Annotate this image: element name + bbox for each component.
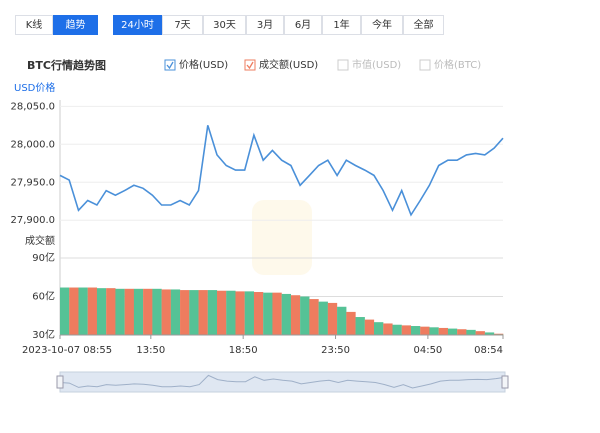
volume-bar [281, 293, 291, 335]
y-tick-label: 27,950.0 [10, 177, 55, 188]
x-tick-label: 18:50 [229, 345, 258, 356]
volume-bar [244, 291, 255, 335]
legend-label: 市值(USD) [352, 58, 401, 71]
volume-bar [401, 325, 412, 335]
legend-check [246, 61, 254, 70]
legend-check [166, 61, 174, 70]
tab-button[interactable]: 24小时 [113, 15, 162, 35]
y-tick-label: 27,900.0 [10, 215, 55, 226]
volume-bar [189, 290, 199, 335]
legend-checkbox [244, 59, 256, 71]
tab-button[interactable]: 3月 [246, 15, 284, 35]
tab-button[interactable]: 6月 [284, 15, 322, 35]
tab-button[interactable]: 全部 [403, 15, 444, 35]
y-tick-label: 60亿 [32, 290, 55, 303]
x-tick-label: 13:50 [136, 345, 165, 356]
volume-bar [420, 326, 430, 335]
volume-bar [447, 328, 458, 335]
volume-bar [217, 290, 227, 335]
volume-bar [235, 291, 245, 335]
volume-bar [226, 290, 236, 335]
volume-bar [309, 299, 319, 335]
volume-bar [337, 306, 347, 335]
volume-bar [69, 287, 79, 335]
navigator-handle[interactable] [501, 375, 509, 389]
y-tick-label: 30亿 [32, 328, 55, 341]
volume-bar [207, 290, 218, 335]
y-axis-title: USD价格 [14, 81, 55, 94]
legend-checkbox [419, 59, 431, 71]
legend-item[interactable]: 价格(BTC) [419, 58, 481, 71]
volume-bar [318, 301, 328, 335]
volume-bar [78, 287, 88, 335]
volume-bar [253, 292, 264, 335]
volume-bar [383, 323, 393, 335]
volume-bar [60, 287, 70, 335]
tab-button[interactable]: 今年 [361, 15, 403, 35]
volume-bar [457, 329, 467, 335]
navigator-line [59, 374, 506, 389]
volume-bar [124, 288, 134, 335]
x-tick-label: 04:50 [413, 345, 442, 356]
volume-bar [346, 311, 356, 335]
legend-item[interactable]: 价格(USD) [164, 58, 228, 71]
navigator-handle[interactable] [56, 375, 64, 389]
tab-button[interactable]: 趋势 [53, 15, 98, 35]
volume-bar [272, 292, 282, 335]
volume-bar [161, 289, 171, 335]
tab-button[interactable]: K线 [15, 15, 53, 35]
x-tick-label: 2023-10-07 08:55 [22, 345, 112, 356]
volume-bar [364, 319, 375, 335]
volume-bar [87, 287, 98, 335]
volume-bar [143, 288, 153, 335]
legend-item[interactable]: 成交额(USD) [244, 58, 318, 71]
volume-bar [263, 292, 273, 335]
volume-bar [475, 331, 485, 335]
volume-bar [484, 332, 495, 335]
y-tick-label: 28,050.0 [10, 101, 55, 112]
x-tick-label: 08:54 [474, 345, 503, 356]
legend-label: 价格(USD) [179, 58, 228, 71]
y-tick-label: 90亿 [32, 251, 55, 264]
volume-bar [374, 322, 384, 335]
chart-title: BTC行情趋势图 [27, 58, 106, 72]
price-line [59, 125, 504, 217]
y-tick-label: 28,000.0 [10, 139, 55, 150]
volume-bar [466, 329, 476, 335]
x-tick-label: 23:50 [321, 345, 350, 356]
legend-checkbox [337, 59, 349, 71]
volume-bar [198, 290, 208, 335]
volume-bar [170, 289, 181, 335]
legend-item[interactable]: 市值(USD) [337, 58, 401, 71]
volume-bar [327, 302, 338, 335]
volume-bar [106, 288, 116, 335]
watermark [252, 200, 312, 275]
legend-label: 价格(BTC) [434, 58, 481, 71]
volume-bar [300, 296, 310, 335]
volume-bar [115, 288, 125, 335]
volume-bar [355, 317, 365, 335]
tab-button[interactable]: 1年 [322, 15, 361, 35]
y-axis-title: 成交额 [25, 234, 55, 247]
tab-button[interactable]: 7天 [162, 15, 203, 35]
volume-bar [96, 288, 107, 335]
tab-button[interactable]: 30天 [203, 15, 246, 35]
legend-label: 成交额(USD) [259, 58, 318, 71]
volume-bar [152, 288, 162, 335]
volume-bar [438, 327, 448, 335]
volume-bar [133, 288, 144, 335]
volume-bar [429, 327, 439, 335]
volume-bar [290, 295, 301, 335]
legend-checkbox [164, 59, 176, 71]
volume-bar [392, 324, 402, 335]
volume-bar [410, 326, 421, 335]
volume-bar [180, 290, 190, 335]
